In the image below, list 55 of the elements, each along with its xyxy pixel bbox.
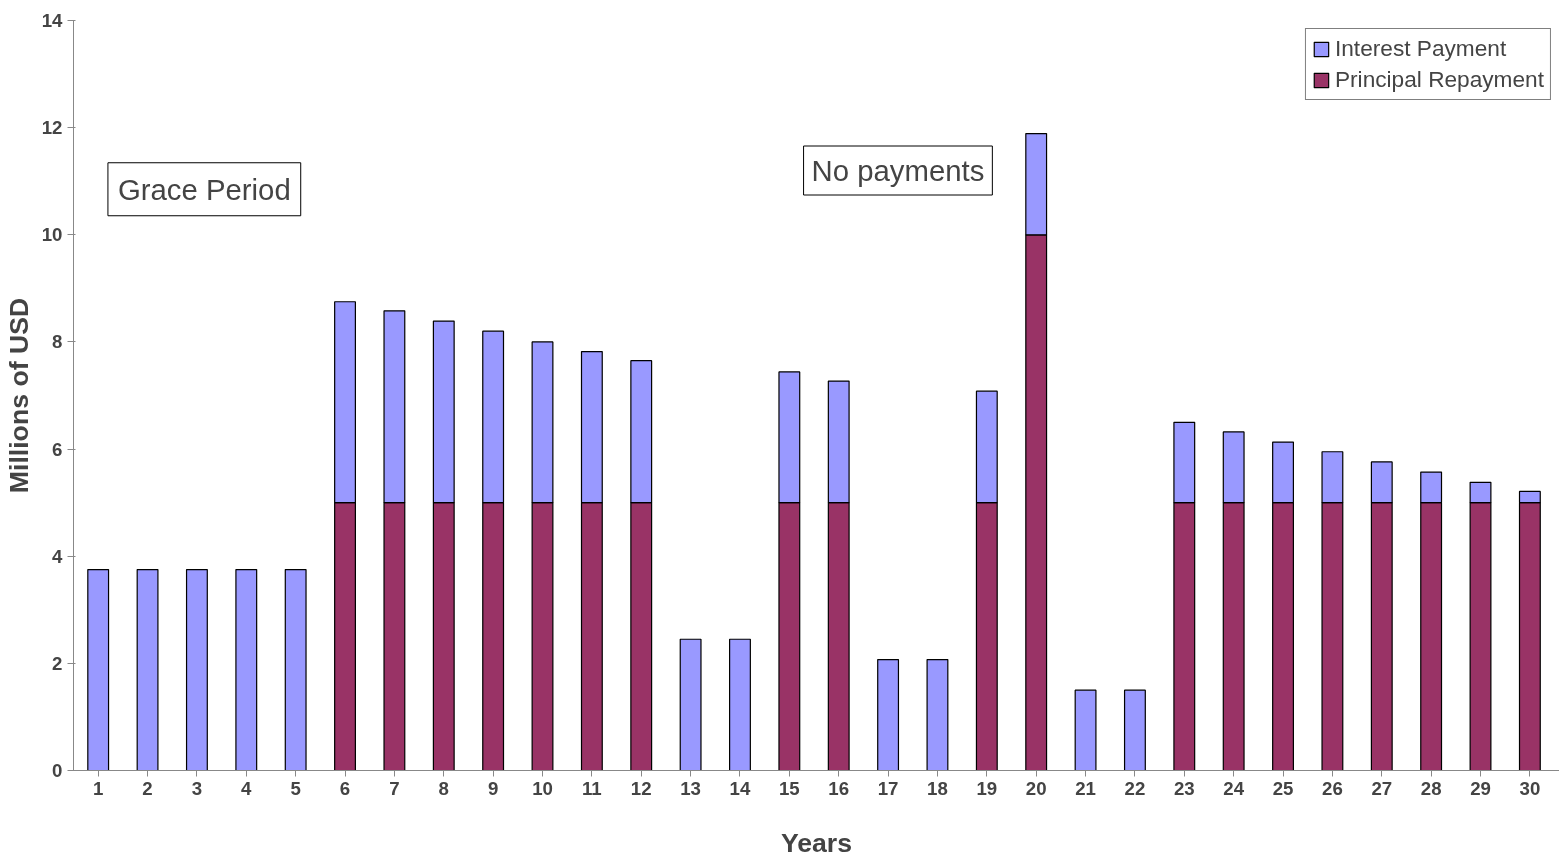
legend-label: Principal Repayment [1334, 66, 1544, 93]
x-tick-label: 15 [778, 777, 800, 799]
x-tick-label: 9 [487, 777, 499, 799]
x-tick-label: 28 [1420, 777, 1442, 799]
x-tick-label: 30 [1519, 777, 1541, 799]
y-tick-label: 6 [52, 438, 63, 460]
x-tick-label: 17 [877, 777, 899, 799]
x-tick-label: 26 [1322, 777, 1343, 799]
x-tick-label: 23 [1173, 777, 1195, 799]
x-tick-label: 5 [290, 777, 301, 799]
y-tick-label: 14 [41, 10, 64, 31]
x-tick-label: 20 [1025, 777, 1047, 799]
x-axis-title: Years [780, 827, 853, 858]
x-tick-label: 29 [1470, 777, 1491, 799]
bar [136, 569, 159, 771]
x-tick-label: 13 [680, 777, 701, 799]
bar [877, 659, 900, 771]
annotation: No payments [811, 154, 985, 187]
bar [926, 659, 949, 771]
x-tick-label: 12 [630, 777, 652, 799]
bar [679, 638, 702, 771]
y-tick-label: 12 [41, 117, 63, 139]
y-tick-label: 8 [52, 331, 63, 353]
annotation: Grace Period [117, 172, 291, 206]
bar [284, 569, 307, 771]
x-tick-label: 14 [729, 777, 751, 799]
bar [1074, 689, 1097, 771]
y-tick-label: 4 [52, 545, 64, 567]
y-tick-label: 2 [52, 652, 63, 674]
x-tick-label: 21 [1075, 777, 1096, 799]
x-tick-label: 8 [438, 777, 449, 799]
x-tick-label: 16 [828, 777, 850, 799]
y-axis-title: Millions of USD [3, 297, 34, 494]
bar [235, 569, 258, 771]
x-tick-label: 25 [1272, 777, 1294, 799]
bar [87, 569, 110, 771]
legend-label: Interest Payment [1334, 35, 1507, 62]
x-tick-label: 4 [241, 777, 253, 799]
x-tick-label: 1 [93, 777, 104, 799]
x-tick-label: 3 [191, 777, 203, 799]
bar [729, 638, 751, 771]
x-tick-label: 19 [976, 777, 998, 799]
y-tick-label: 10 [41, 224, 63, 246]
x-tick-label: 27 [1371, 777, 1393, 799]
y-tick-label: 0 [52, 760, 63, 781]
x-tick-label: 18 [927, 777, 948, 799]
x-tick-label: 22 [1124, 777, 1146, 799]
bar [1123, 689, 1146, 771]
x-tick-label: 10 [532, 777, 553, 799]
x-tick-label: 7 [389, 777, 400, 799]
x-tick-label: 6 [339, 777, 351, 799]
x-tick-label: 2 [142, 777, 153, 799]
x-tick-label: 11 [582, 777, 602, 799]
x-tick-label: 24 [1223, 777, 1245, 799]
bar [185, 569, 208, 771]
